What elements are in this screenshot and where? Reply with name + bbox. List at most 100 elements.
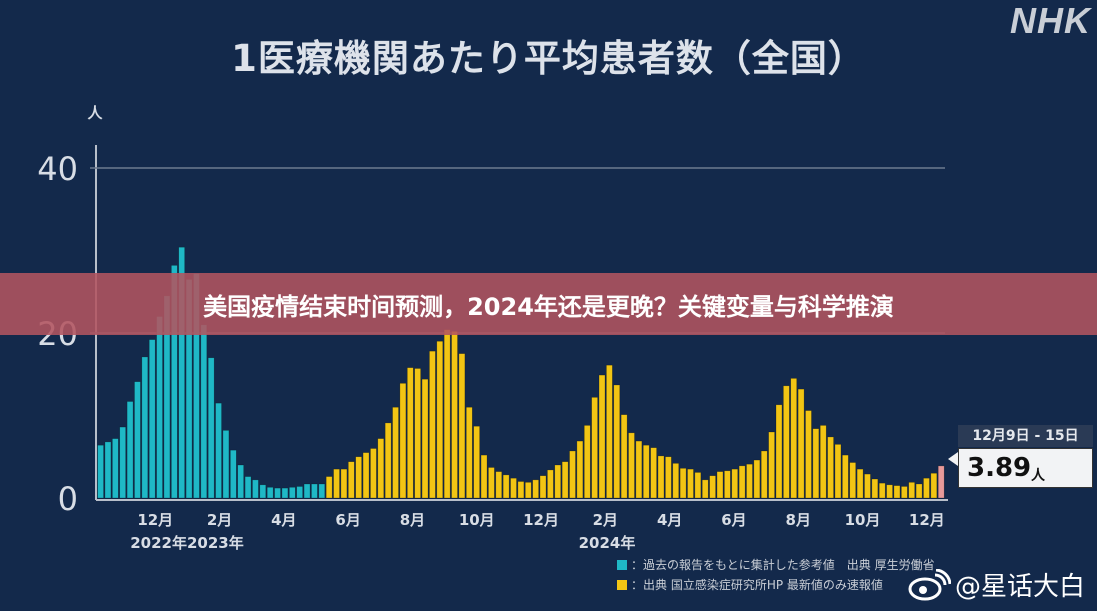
bar	[878, 482, 886, 499]
x-tick-label: 12月	[137, 511, 173, 529]
bar	[362, 452, 370, 499]
bar	[849, 462, 857, 499]
bar	[451, 331, 458, 499]
x-tick-label: 6月	[721, 511, 746, 529]
bar	[687, 468, 694, 499]
bar	[797, 388, 805, 499]
bar	[465, 406, 473, 499]
bar	[274, 487, 281, 499]
x-tick-label: 10月	[459, 511, 495, 529]
bar	[760, 450, 768, 499]
bar	[539, 475, 547, 499]
bar	[628, 432, 635, 499]
bar	[893, 485, 901, 499]
bar	[311, 483, 318, 499]
bar	[775, 404, 783, 499]
bar	[303, 483, 311, 499]
bar	[473, 425, 480, 499]
x-tick-label: 12月	[909, 511, 945, 529]
bar	[812, 428, 820, 499]
bar	[561, 461, 569, 499]
bar	[576, 440, 584, 499]
bar	[642, 444, 650, 499]
bar	[819, 425, 827, 499]
bar	[141, 356, 149, 499]
bar	[716, 471, 724, 499]
bar	[554, 464, 562, 499]
bar	[377, 438, 385, 499]
bar	[583, 425, 591, 499]
bar	[901, 486, 908, 499]
bar	[171, 265, 178, 499]
x-tick-label: 4月	[271, 511, 296, 529]
bar	[547, 469, 554, 499]
bar	[768, 431, 775, 499]
callout-value: 3.89	[967, 453, 1032, 483]
bar	[834, 444, 842, 499]
bar	[635, 440, 643, 499]
bar	[252, 479, 259, 499]
y-tick-label: 40	[37, 150, 78, 188]
bar	[665, 456, 672, 499]
bar	[370, 448, 377, 499]
x-tick-label: 8月	[400, 511, 425, 529]
bar	[746, 463, 753, 499]
bar	[738, 465, 746, 499]
bar	[266, 486, 274, 499]
headline-text: 美国疫情结束时间预测，2024年还是更晚？关键变量与科学推演	[203, 292, 894, 321]
bar	[827, 436, 834, 499]
x-year-label: 2022年2023年	[130, 534, 244, 552]
bar	[701, 479, 709, 499]
bar	[480, 454, 488, 499]
x-year-label: 2024年	[579, 534, 636, 552]
bar	[871, 478, 879, 499]
bar	[672, 463, 680, 499]
bar	[436, 340, 444, 499]
bar	[569, 450, 576, 499]
y-axis-unit: 人	[87, 104, 103, 122]
bar	[230, 449, 237, 499]
bar	[679, 467, 687, 499]
bar	[510, 477, 517, 499]
x-tick-label: 2月	[207, 511, 232, 529]
legend-swatch-cyan	[617, 559, 627, 570]
bar	[805, 410, 812, 499]
bar	[119, 426, 126, 499]
callout-pointer	[948, 452, 958, 466]
bar	[650, 447, 657, 499]
bar	[340, 468, 348, 499]
bar	[414, 368, 421, 499]
bar	[524, 482, 532, 499]
bar	[289, 486, 296, 499]
bar	[207, 357, 215, 499]
bar	[856, 468, 864, 499]
callout-value-box: 3.89 人	[958, 448, 1093, 488]
bar	[495, 471, 503, 499]
bar	[937, 465, 945, 499]
bar	[333, 468, 340, 499]
bar	[325, 476, 333, 499]
chart-title: 1医療機関あたり平均患者数（全国）	[231, 37, 866, 80]
bar	[613, 384, 621, 499]
legend-swatch-yellow	[617, 579, 627, 590]
bar	[244, 476, 252, 499]
x-tick-label: 8月	[786, 511, 811, 529]
x-tick-label: 12月	[523, 511, 559, 529]
legend-item-niid: ：出典 国立感染症研究所HP 最新値のみ速報値	[617, 576, 883, 593]
bar	[790, 378, 798, 499]
nhk-logo: NHK	[1010, 0, 1091, 41]
bar	[930, 472, 938, 499]
legend-label: ：出典 国立感染症研究所HP 最新値のみ速報値	[631, 578, 883, 592]
bar	[864, 473, 871, 499]
bar	[215, 402, 222, 499]
bar	[923, 477, 930, 499]
bar	[104, 441, 112, 499]
bar	[178, 246, 185, 499]
bar	[355, 456, 362, 499]
bar	[222, 430, 230, 499]
bar	[348, 461, 355, 499]
watermark-text: @星话大白	[954, 572, 1085, 602]
bar	[458, 353, 466, 499]
bar	[783, 385, 790, 499]
